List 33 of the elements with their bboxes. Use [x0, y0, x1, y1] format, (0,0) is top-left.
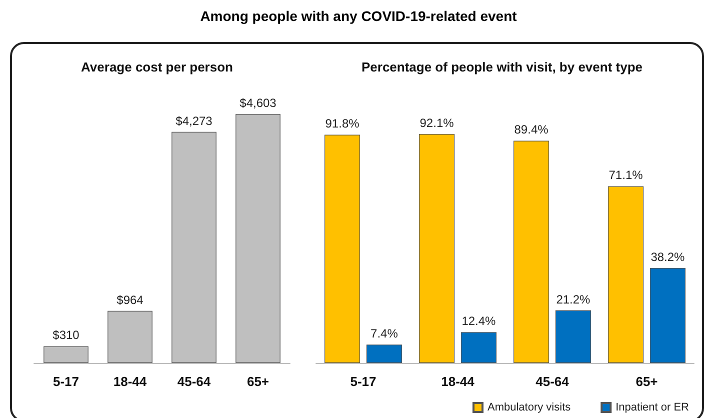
data-label: $4,273 [176, 114, 213, 128]
bar [366, 344, 402, 363]
x-tick-label: 45-64 [536, 374, 570, 389]
bar [555, 310, 591, 363]
data-label: $310 [52, 328, 80, 342]
bar [608, 186, 644, 363]
legend-label: Inpatient or ER [616, 402, 690, 414]
bar [419, 134, 455, 363]
data-label: 12.4% [462, 314, 496, 328]
text: Among people with any COVID-19-related event [199, 8, 518, 24]
x-tick-label: 65+ [636, 374, 658, 389]
bar [460, 332, 496, 363]
chart-subtitle: Average cost per person [81, 60, 234, 74]
x-tick-label: 65+ [246, 374, 270, 389]
x-tick-label: 45-64 [177, 374, 212, 389]
data-label: $4,603 [240, 96, 277, 110]
x-tick-label: 18-44 [113, 374, 148, 389]
legend-label: Ambulatory visits [487, 402, 572, 414]
data-label: 21.2% [556, 292, 591, 306]
x-tick-label: 5-17 [350, 374, 376, 389]
bar [650, 268, 686, 363]
bar [514, 140, 550, 363]
data-label: 71.1% [608, 168, 644, 182]
data-label: 92.1% [420, 116, 454, 130]
data-label: 38.2% [650, 250, 686, 264]
data-label: 91.8% [325, 116, 360, 131]
chart-title: Percentage of people with visit, by event type [361, 60, 643, 74]
data-label: 7.4% [370, 326, 398, 341]
data-label: 89.4% [514, 122, 549, 137]
x-tick-label: 18-44 [441, 374, 476, 389]
data-label: $964 [116, 292, 144, 307]
bar [324, 134, 360, 363]
x-tick-label: 5-17 [52, 374, 80, 389]
